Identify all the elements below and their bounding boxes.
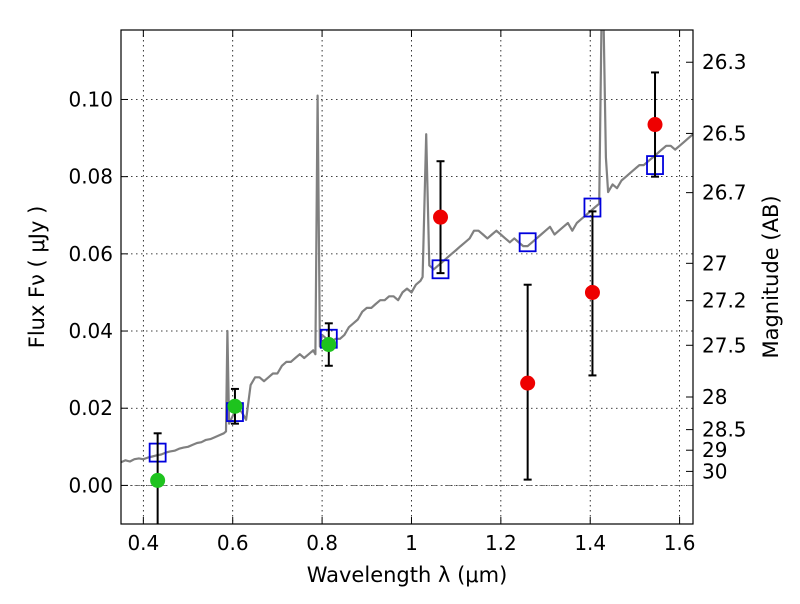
model-square — [518, 232, 537, 253]
spectrum-line — [121, 30, 693, 464]
y-tick-label: 0.08 — [68, 165, 113, 189]
x-tick-label: 0.4 — [127, 531, 159, 555]
y-tick-label: 0.04 — [68, 319, 113, 343]
plot-frame — [120, 29, 694, 525]
data-point — [584, 284, 600, 300]
data-point — [227, 398, 243, 414]
y2-tick-label: 29 — [702, 438, 727, 462]
data-point — [520, 375, 536, 391]
data-point — [433, 209, 449, 225]
y2-tick-label: 28.5 — [702, 418, 747, 442]
x-tick-label: 1 — [405, 531, 418, 555]
data-point — [647, 117, 663, 133]
x-tick-label: 1.4 — [574, 531, 606, 555]
y2-tick-label: 26.7 — [702, 181, 747, 205]
y2-tick-label: 26.5 — [702, 121, 747, 145]
x-tick-label: 1.6 — [664, 531, 696, 555]
x-tick-label: 1.2 — [485, 531, 517, 555]
data-point — [150, 472, 166, 488]
y-axis-label: Flux Fν ( μJy ) — [25, 206, 49, 349]
data-point — [321, 337, 337, 353]
y-tick-label: 0.02 — [68, 396, 113, 420]
y2-tick-label: 30 — [702, 459, 727, 483]
y2-tick-label: 27.5 — [702, 333, 747, 357]
x-axis-label: Wavelength λ (μm) — [307, 563, 508, 587]
y2-tick-label: 28 — [702, 385, 727, 409]
y-tick-label: 0.00 — [68, 473, 113, 497]
grid — [121, 30, 693, 524]
y2-axis-label: Magnitude (AB) — [759, 195, 783, 358]
y-tick-label: 0.06 — [68, 242, 113, 266]
y2-tick-label: 26.3 — [702, 50, 747, 74]
x-tick-label: 0.6 — [217, 531, 249, 555]
y2-tick-label: 27 — [702, 251, 727, 275]
x-tick-label: 0.8 — [306, 531, 338, 555]
y-tick-label: 0.10 — [68, 87, 113, 111]
y2-tick-label: 27.2 — [702, 289, 747, 313]
